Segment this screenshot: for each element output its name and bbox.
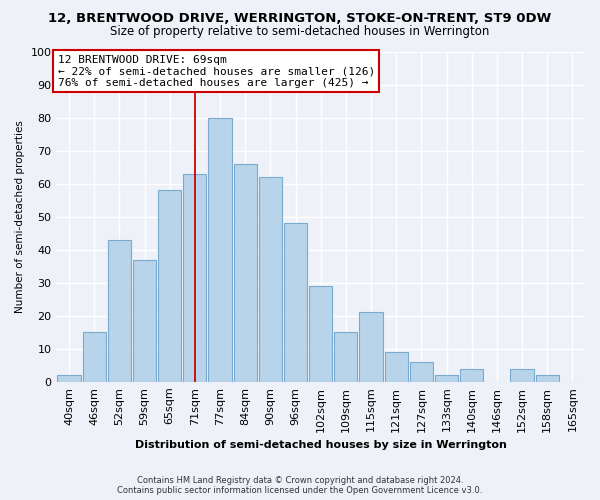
Bar (511, 368, 533, 382)
Bar (536, 375, 559, 382)
Text: Contains HM Land Registry data © Crown copyright and database right 2024.
Contai: Contains HM Land Registry data © Crown c… (118, 476, 482, 495)
Text: Size of property relative to semi-detached houses in Werrington: Size of property relative to semi-detach… (110, 25, 490, 38)
Bar (359, 312, 383, 382)
Bar (133, 260, 156, 382)
Bar (334, 332, 358, 382)
Bar (435, 375, 458, 382)
Bar (158, 190, 181, 382)
X-axis label: Distribution of semi-detached houses by size in Werrington: Distribution of semi-detached houses by … (135, 440, 506, 450)
Bar (259, 177, 282, 382)
Bar (309, 286, 332, 382)
Bar (385, 352, 408, 382)
Bar (460, 368, 484, 382)
Bar (208, 118, 232, 382)
Bar (284, 224, 307, 382)
Y-axis label: Number of semi-detached properties: Number of semi-detached properties (15, 120, 25, 313)
Text: 12 BRENTWOOD DRIVE: 69sqm
← 22% of semi-detached houses are smaller (126)
76% of: 12 BRENTWOOD DRIVE: 69sqm ← 22% of semi-… (58, 55, 375, 88)
Bar (233, 164, 257, 382)
Bar (58, 375, 80, 382)
Bar (410, 362, 433, 382)
Bar (108, 240, 131, 382)
Bar (83, 332, 106, 382)
Bar (183, 174, 206, 382)
Text: 12, BRENTWOOD DRIVE, WERRINGTON, STOKE-ON-TRENT, ST9 0DW: 12, BRENTWOOD DRIVE, WERRINGTON, STOKE-O… (49, 12, 551, 26)
